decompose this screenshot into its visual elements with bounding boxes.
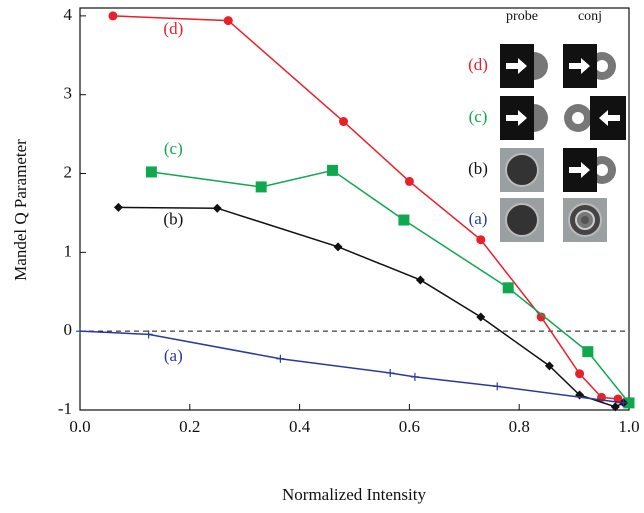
y-tick-label: 1 <box>64 241 73 260</box>
x-tick-label: 0.6 <box>399 417 420 436</box>
series-label: (c) <box>164 139 183 158</box>
y-tick-label: -1 <box>58 399 72 418</box>
point <box>223 16 233 26</box>
y-tick-label: 4 <box>64 5 73 24</box>
series-line <box>79 330 624 404</box>
point <box>410 372 419 381</box>
icon <box>596 60 608 72</box>
icon <box>505 153 539 187</box>
series-line <box>151 169 630 404</box>
x-tick-label: 0.8 <box>509 417 530 436</box>
point <box>404 176 414 186</box>
point <box>113 202 123 212</box>
point <box>476 312 486 322</box>
series-label: (a) <box>164 346 183 365</box>
icon <box>596 164 608 176</box>
y-tick-label: 0 <box>64 320 73 339</box>
legend-label: (a) <box>469 209 488 228</box>
icon <box>569 58 590 74</box>
point <box>145 166 157 178</box>
icon <box>506 58 527 74</box>
icon <box>506 110 527 126</box>
point <box>339 117 349 127</box>
inset-header: conj <box>578 9 602 24</box>
legend-label: (c) <box>469 107 488 126</box>
inset-header: probe <box>506 9 538 24</box>
point <box>255 181 267 193</box>
icon <box>505 203 539 237</box>
point <box>476 235 486 245</box>
series-line <box>118 206 624 408</box>
point <box>610 402 620 412</box>
point <box>582 346 594 358</box>
point <box>144 330 153 339</box>
x-tick-label: 1.0 <box>618 417 639 436</box>
point <box>493 382 502 391</box>
y-tick-label: 3 <box>64 84 73 103</box>
inset: probe conj <box>500 9 626 242</box>
x-tick-label: 0.4 <box>289 417 311 436</box>
point <box>212 203 222 213</box>
plot-frame <box>79 7 630 411</box>
point <box>108 11 118 21</box>
point <box>544 361 554 371</box>
icon <box>572 112 584 124</box>
point <box>76 327 84 336</box>
point <box>276 354 285 363</box>
icon <box>599 110 620 126</box>
x-tick-label: 0.2 <box>179 417 200 436</box>
y-axis-label: Mandel Q Parameter <box>11 139 30 281</box>
point <box>415 275 425 285</box>
point <box>623 397 635 409</box>
icon <box>581 216 589 224</box>
point <box>619 398 628 407</box>
icon <box>569 162 590 178</box>
series-label: (d) <box>163 19 183 38</box>
y-tick-label: 2 <box>64 162 73 181</box>
point <box>502 282 514 294</box>
point <box>536 312 546 322</box>
point <box>575 369 585 379</box>
legend-label: (b) <box>468 159 488 178</box>
point <box>386 368 395 377</box>
point <box>398 214 410 226</box>
x-axis-label: Normalized Intensity <box>282 485 426 504</box>
point <box>333 242 343 252</box>
series-label: (b) <box>163 210 183 229</box>
point <box>327 164 339 176</box>
legend-label: (d) <box>468 55 488 74</box>
x-tick-label: 0.0 <box>69 417 90 436</box>
